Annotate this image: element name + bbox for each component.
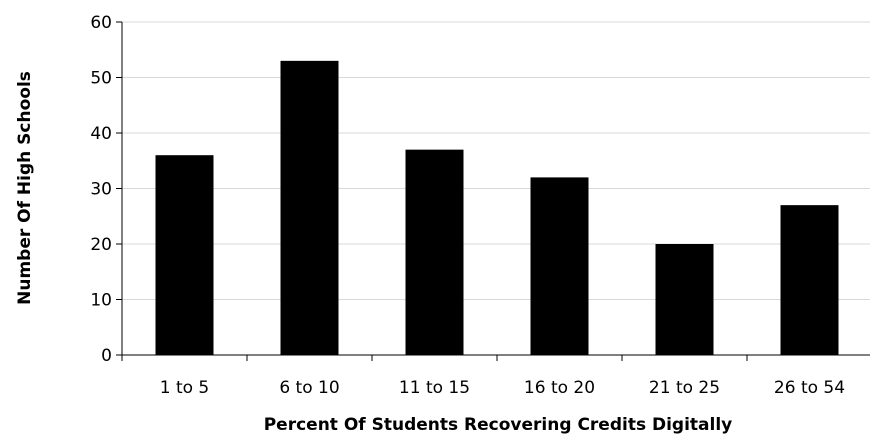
y-tick-label: 60 (90, 13, 112, 33)
bar (655, 244, 714, 355)
x-tick-label: 26 to 54 (774, 378, 845, 398)
bar (280, 60, 339, 355)
bar (780, 205, 839, 355)
x-axis-title: Percent Of Students Recovering Credits D… (264, 415, 733, 435)
x-tick-label: 11 to 15 (399, 378, 470, 398)
y-axis-title: Number Of High Schools (15, 71, 35, 305)
x-tick-label: 21 to 25 (649, 378, 720, 398)
y-tick-labels: 0 10 20 30 40 50 60 (90, 13, 112, 366)
x-tick-label: 1 to 5 (160, 378, 210, 398)
y-tick-label: 0 (101, 346, 112, 366)
y-tick-label: 10 (90, 291, 112, 311)
bars (155, 60, 839, 355)
axes (116, 21, 870, 361)
bar (530, 177, 589, 355)
y-tick-label: 50 (90, 69, 112, 89)
y-tick-label: 40 (90, 124, 112, 144)
gridlines (122, 21, 870, 300)
bar (405, 149, 464, 355)
bar (155, 155, 214, 355)
y-tick-label: 20 (90, 235, 112, 255)
x-tick-label: 16 to 20 (524, 378, 595, 398)
y-tick-label: 30 (90, 180, 112, 200)
x-tick-label: 6 to 10 (279, 378, 339, 398)
x-tick-labels: 1 to 5 6 to 10 11 to 15 16 to 20 21 to 25 26 … (160, 378, 845, 398)
